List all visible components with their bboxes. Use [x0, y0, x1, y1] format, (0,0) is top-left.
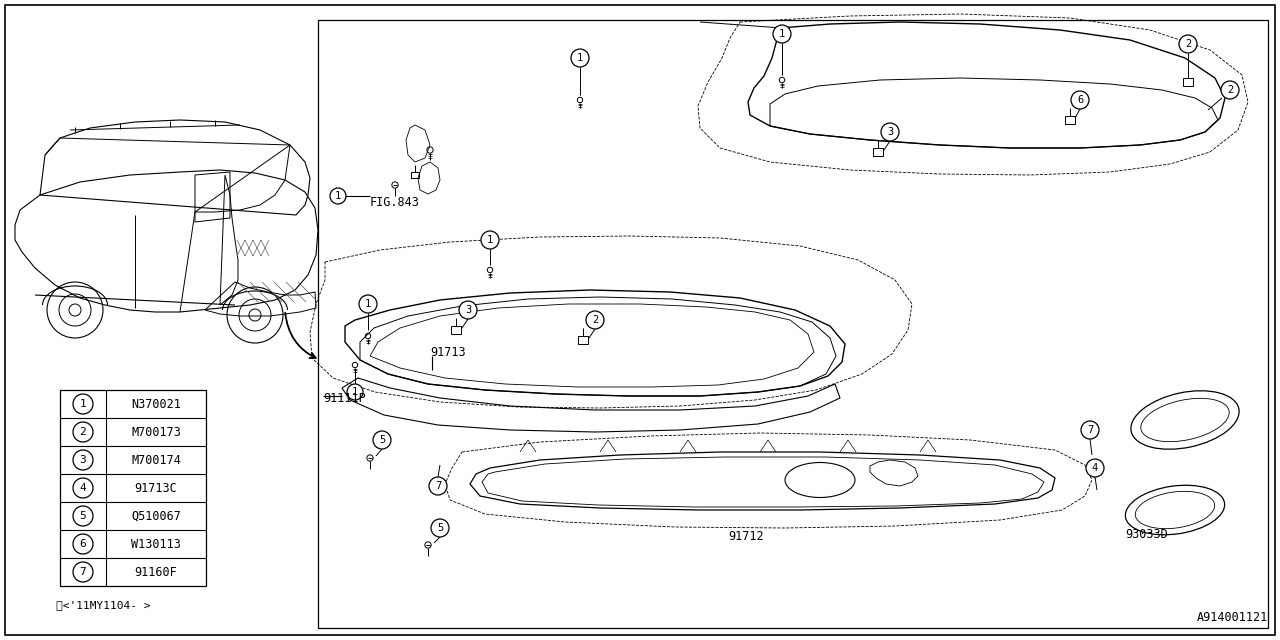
Bar — [411, 172, 419, 178]
Text: 1: 1 — [365, 299, 371, 309]
Text: 1: 1 — [577, 53, 584, 63]
Text: FIG.843: FIG.843 — [370, 196, 420, 209]
Text: W130113: W130113 — [131, 538, 180, 550]
Bar — [452, 326, 461, 333]
Bar — [873, 148, 883, 156]
Text: 1: 1 — [79, 399, 86, 409]
Circle shape — [431, 519, 449, 537]
Circle shape — [1221, 81, 1239, 99]
Text: 93033D: 93033D — [1125, 528, 1167, 541]
Text: 91160F: 91160F — [134, 566, 178, 579]
Text: ※<'11MY1104- >: ※<'11MY1104- > — [56, 600, 151, 610]
Text: 91713C: 91713C — [134, 481, 178, 495]
Circle shape — [73, 534, 93, 554]
Circle shape — [1085, 459, 1103, 477]
Bar — [317, 20, 1268, 628]
Circle shape — [1071, 91, 1089, 109]
Circle shape — [73, 478, 93, 498]
Circle shape — [73, 450, 93, 470]
Circle shape — [429, 477, 447, 495]
Text: 2: 2 — [1226, 85, 1233, 95]
Circle shape — [347, 384, 364, 400]
Text: 91712: 91712 — [728, 530, 764, 543]
Circle shape — [460, 301, 477, 319]
Text: 1: 1 — [778, 29, 785, 39]
Ellipse shape — [785, 463, 855, 497]
Text: N370021: N370021 — [131, 397, 180, 410]
Text: 6: 6 — [1076, 95, 1083, 105]
Bar — [60, 390, 206, 586]
Bar — [1183, 78, 1193, 86]
Text: A914001121: A914001121 — [1197, 611, 1268, 624]
Text: 1: 1 — [486, 235, 493, 245]
Circle shape — [1082, 421, 1100, 439]
Text: M700173: M700173 — [131, 426, 180, 438]
Text: 6: 6 — [79, 539, 86, 549]
Circle shape — [73, 562, 93, 582]
Circle shape — [73, 394, 93, 414]
Text: 4: 4 — [79, 483, 86, 493]
Text: 5: 5 — [79, 511, 86, 521]
Text: 4: 4 — [1092, 463, 1098, 473]
Text: 1: 1 — [335, 191, 342, 201]
Bar — [1065, 116, 1075, 124]
Text: 91713: 91713 — [430, 346, 466, 359]
Text: Q510067: Q510067 — [131, 509, 180, 522]
Text: 7: 7 — [1087, 425, 1093, 435]
Circle shape — [586, 311, 604, 329]
Circle shape — [73, 506, 93, 526]
Text: 2: 2 — [79, 427, 86, 437]
Circle shape — [372, 431, 390, 449]
Text: 2: 2 — [591, 315, 598, 325]
Text: 3: 3 — [887, 127, 893, 137]
Bar — [579, 337, 588, 344]
Circle shape — [481, 231, 499, 249]
Text: 3: 3 — [465, 305, 471, 315]
Circle shape — [881, 123, 899, 141]
Text: 3: 3 — [79, 455, 86, 465]
Circle shape — [773, 25, 791, 43]
Text: 5: 5 — [379, 435, 385, 445]
Circle shape — [1179, 35, 1197, 53]
Text: M700174: M700174 — [131, 454, 180, 467]
Circle shape — [571, 49, 589, 67]
Text: 7: 7 — [435, 481, 442, 491]
Text: 1: 1 — [352, 387, 358, 397]
Circle shape — [330, 188, 346, 204]
Text: 91111P: 91111P — [323, 392, 366, 405]
Circle shape — [73, 422, 93, 442]
Circle shape — [358, 295, 378, 313]
Text: 7: 7 — [79, 567, 86, 577]
Text: 5: 5 — [436, 523, 443, 533]
Text: 2: 2 — [1185, 39, 1192, 49]
